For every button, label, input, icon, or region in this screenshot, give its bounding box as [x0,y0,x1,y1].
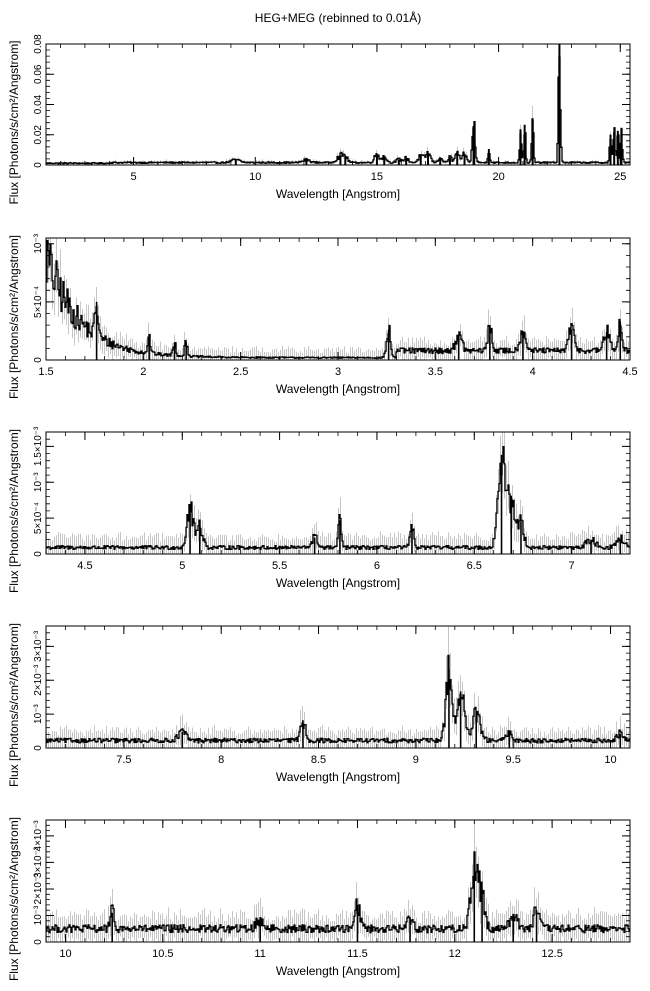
x-tick-label: 9.5 [506,754,521,766]
x-tick-label: 5.5 [272,560,287,572]
y-tick-label: 3×10⁻³ [33,846,44,878]
x-tick-label: 20 [492,171,504,183]
x-tick-label: 9 [413,754,419,766]
x-tick-label: 2.5 [233,366,248,378]
y-tick-label: 10⁻³ [33,233,44,253]
plot-frame [45,625,631,749]
x-tick-label: 6.5 [467,560,482,572]
x-tick-label: 15 [371,171,383,183]
error-bars [46,820,629,942]
x-tick-label: 6 [374,560,380,572]
y-axis-label: Flux [Photons/s/cm²/Angstrom] [7,817,21,981]
x-axis-label: Wavelength [Angstrom] [276,964,400,978]
y-tick-label: 0.02 [33,125,44,145]
spectrum-series [46,239,630,360]
x-axis-label: Wavelength [Angstrom] [276,770,400,784]
x-tick-label: 5 [131,171,137,183]
x-tick-label: 8.5 [311,754,326,766]
error-bars [46,238,629,360]
y-tick-label: 10⁻³ [33,472,44,492]
y-tick-label: 5×10⁻⁴ [33,286,44,318]
y-tick-label: 0.04 [33,94,44,114]
y-tick-label: 0 [33,162,44,168]
x-axis-label: Wavelength [Angstrom] [276,382,400,396]
y-tick-label: 3×10⁻³ [33,630,44,662]
x-tick-label: 11.5 [347,948,368,960]
y-tick-label: 2×10⁻³ [33,664,44,696]
y-axis-label: Flux [Photons/s/cm²/Angstrom] [7,235,21,399]
y-tick-label: 0 [33,357,44,363]
y-tick-label: 4×10⁻³ [33,820,44,852]
x-tick-label: 7.5 [116,754,131,766]
panel-4.3-7.3: 4.5 5 5.5 6 6.5 7 0 5×10⁻⁴ 10⁻³ 1.5×10⁻³ Wavelengt… [7,426,631,593]
panel-7.1-10.1: 7.5 8 8.5 9 9.5 10 0 10⁻³ 2×10⁻³ 3×10⁻³ Wavelength… [7,623,631,787]
y-tick-label: 1.5×10⁻³ [33,426,44,466]
x-tick-label: 10 [249,171,261,183]
x-tick-label: 10.5 [152,948,173,960]
x-tick-label: 4.5 [77,560,92,572]
x-axis-label: Wavelength [Angstrom] [276,187,400,201]
error-bars [46,44,629,165]
x-tick-label: 3 [335,366,341,378]
y-tick-label: 0 [33,551,44,557]
x-tick-label: 12 [449,948,461,960]
x-tick-label: 10 [604,754,616,766]
panel-1.5-4.5: 1.5 2 2.5 3 3.5 4 4.5 0 5×10⁻⁴ 10⁻³ Wavelength [An… [7,233,638,399]
spectrum-series [46,445,630,551]
x-tick-label: 10 [59,948,71,960]
y-tick-label: 2×10⁻³ [33,873,44,905]
plot-frame [45,237,631,361]
x-tick-label: 5 [179,560,185,572]
x-tick-label: 25 [614,171,626,183]
y-tick-label: 5×10⁻⁴ [33,502,44,534]
spectrum-series [46,851,630,934]
panel-9.9-12.9: 10 10.5 11 11.5 12 12.5 0 10⁻³2×10⁻³3×10⁻³4×10⁻… [7,817,631,981]
y-tick-label: 0.08 [33,34,44,54]
x-tick-label: 8 [218,754,224,766]
y-axis-label: Flux [Photons/s/cm²/Angstrom] [7,623,21,787]
x-tick-label: 2 [140,366,146,378]
y-tick-label: 10⁻³ [33,905,44,925]
y-tick-label: 0 [33,939,44,945]
x-tick-label: 7 [569,560,575,572]
x-axis-label: Wavelength [Angstrom] [276,576,400,590]
y-tick-label: 0.06 [33,64,44,84]
spectrum-series [46,56,630,165]
x-tick-label: 1.5 [38,366,53,378]
figure-title: HEG+MEG (rebinned to 0.01Å) [255,10,421,25]
error-bars [46,626,629,748]
x-tick-label: 12.5 [541,948,562,960]
y-axis-label: Flux [Photons/s/cm²/Angstrom] [7,429,21,593]
plot-frame [45,43,631,166]
x-tick-label: 11 [254,948,265,960]
y-tick-label: 0 [33,745,44,751]
x-tick-label: 4.5 [622,366,637,378]
y-axis-label: Flux [Photons/s/cm²/Angstrom] [7,40,21,204]
x-tick-label: 3.5 [428,366,443,378]
spectrum-series [46,654,630,744]
panel-full-range: 5 10 15 20 25 0 0.02 0.04 0.06 0.08 Wavelength [An… [7,34,631,205]
x-tick-label: 4 [530,366,536,378]
y-tick-label: 10⁻³ [33,704,44,724]
